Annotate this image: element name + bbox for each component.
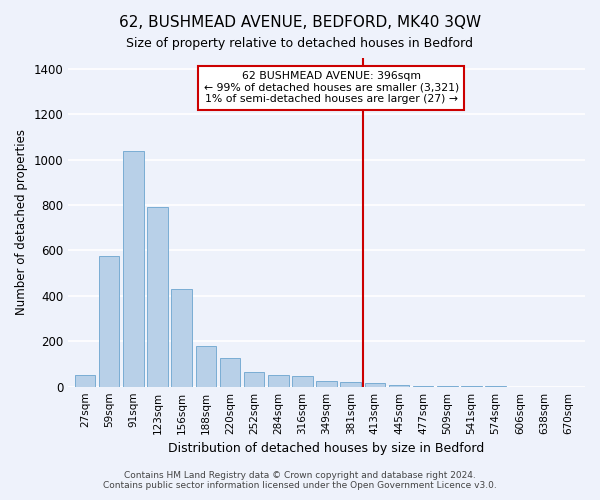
Bar xyxy=(220,358,240,386)
Bar xyxy=(75,376,95,386)
Bar xyxy=(244,372,265,386)
Bar xyxy=(172,289,192,386)
Bar xyxy=(123,150,143,386)
Text: 62 BUSHMEAD AVENUE: 396sqm
← 99% of detached houses are smaller (3,321)
1% of se: 62 BUSHMEAD AVENUE: 396sqm ← 99% of deta… xyxy=(204,71,459,104)
Bar xyxy=(316,381,337,386)
Bar xyxy=(389,385,409,386)
Bar xyxy=(196,346,216,387)
Bar xyxy=(365,384,385,386)
Bar xyxy=(268,376,289,386)
Y-axis label: Number of detached properties: Number of detached properties xyxy=(15,129,28,315)
X-axis label: Distribution of detached houses by size in Bedford: Distribution of detached houses by size … xyxy=(169,442,485,455)
Text: Size of property relative to detached houses in Bedford: Size of property relative to detached ho… xyxy=(127,38,473,51)
Bar xyxy=(147,208,168,386)
Bar xyxy=(292,376,313,386)
Bar xyxy=(99,256,119,386)
Text: Contains HM Land Registry data © Crown copyright and database right 2024.
Contai: Contains HM Land Registry data © Crown c… xyxy=(103,470,497,490)
Text: 62, BUSHMEAD AVENUE, BEDFORD, MK40 3QW: 62, BUSHMEAD AVENUE, BEDFORD, MK40 3QW xyxy=(119,15,481,30)
Bar xyxy=(340,382,361,386)
